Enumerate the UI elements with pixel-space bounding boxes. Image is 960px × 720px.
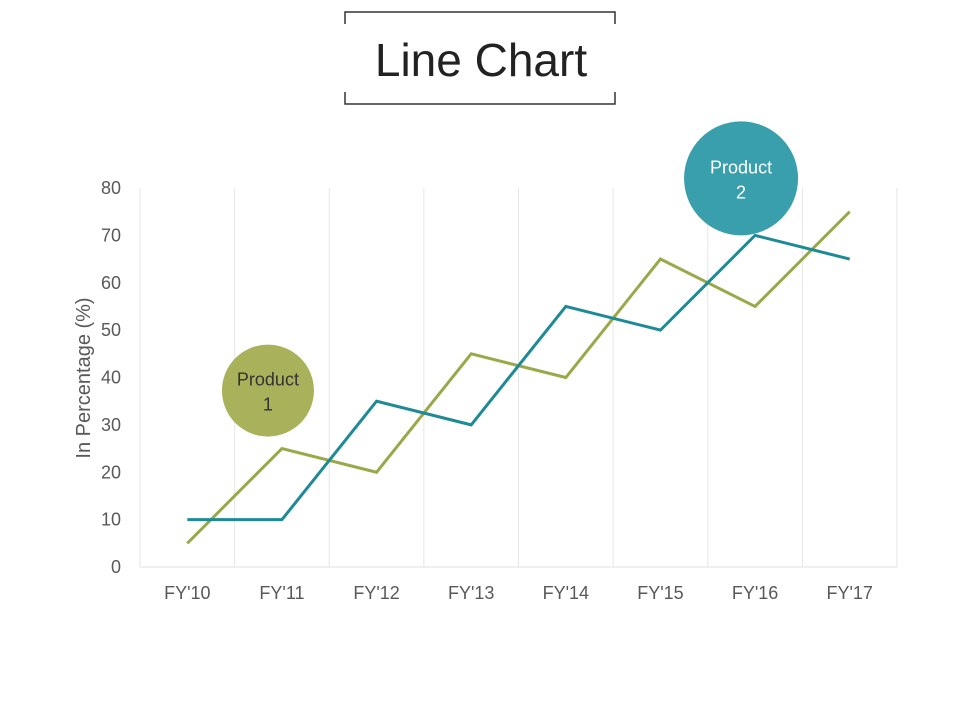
x-tick-label: FY'16 bbox=[732, 583, 778, 603]
x-tick-label: FY'11 bbox=[259, 583, 304, 603]
x-tick-label: FY'12 bbox=[353, 583, 399, 603]
gridlines bbox=[139, 188, 898, 568]
bubble-circle bbox=[684, 121, 799, 236]
y-tick-label: 60 bbox=[101, 273, 121, 293]
x-axis-ticks: FY'10 FY'11 FY'12 FY'13 FY'14 FY'15 FY'16 FY'17 bbox=[164, 583, 873, 603]
x-tick-label: FY'17 bbox=[826, 583, 872, 603]
title-frame-bottom bbox=[344, 92, 616, 105]
chart-title: Line Chart bbox=[375, 34, 587, 86]
bubble-label-line2: 2 bbox=[736, 182, 746, 202]
bubble-circle bbox=[221, 344, 314, 437]
y-axis-title: In Percentage (%) bbox=[73, 297, 95, 458]
series-label-bubble-product-2: Product 2 bbox=[684, 121, 799, 236]
x-tick-label: FY'14 bbox=[543, 583, 589, 603]
y-tick-label: 80 bbox=[101, 178, 121, 198]
y-tick-label: 50 bbox=[101, 320, 121, 340]
x-tick-label: FY'10 bbox=[164, 583, 210, 603]
y-tick-label: 30 bbox=[101, 415, 121, 435]
y-tick-label: 10 bbox=[101, 510, 121, 530]
x-tick-label: FY'13 bbox=[448, 583, 494, 603]
series-bubbles: Product 1 Product 2 bbox=[221, 121, 799, 437]
bubble-label-line1: Product bbox=[237, 370, 299, 390]
y-tick-label: 0 bbox=[111, 557, 121, 577]
y-axis-ticks: 0 10 20 30 40 50 60 70 80 bbox=[101, 178, 121, 577]
series-line-product-2 bbox=[187, 233, 851, 522]
series-label-bubble-product-1: Product 1 bbox=[221, 344, 314, 437]
x-tick-label: FY'15 bbox=[637, 583, 683, 603]
bubble-label-line1: Product bbox=[710, 157, 772, 177]
y-tick-label: 20 bbox=[101, 462, 121, 482]
title-frame: Line Chart bbox=[344, 11, 616, 105]
y-tick-label: 70 bbox=[101, 225, 121, 245]
y-tick-label: 40 bbox=[101, 368, 121, 388]
bubble-label-line2: 1 bbox=[263, 395, 273, 415]
title-frame-top bbox=[344, 11, 616, 24]
series-lines bbox=[186, 210, 851, 545]
